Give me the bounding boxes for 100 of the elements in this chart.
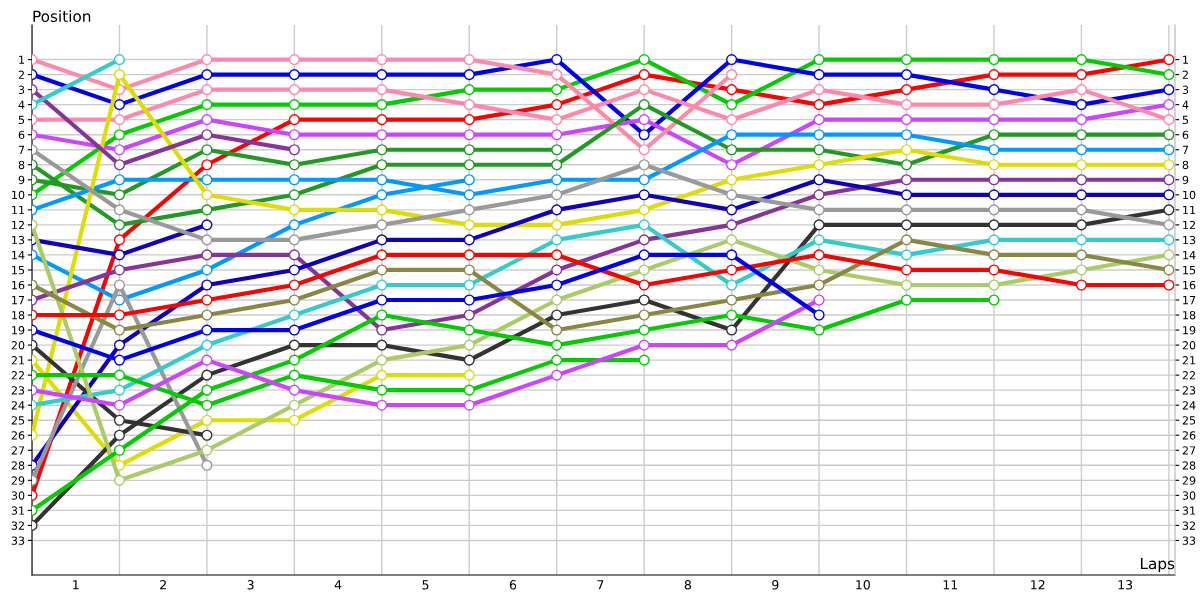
point [113, 279, 126, 291]
point [813, 54, 825, 66]
point [201, 369, 213, 381]
y-tick-label: 9 [18, 175, 25, 185]
point [638, 54, 650, 66]
point [1075, 204, 1087, 216]
point [463, 84, 475, 96]
x-tick-label: 4 [334, 580, 342, 590]
point [551, 129, 563, 141]
y2-tick-label: 17 [1183, 296, 1196, 305]
point [288, 114, 300, 126]
point [463, 264, 475, 276]
point [638, 339, 650, 351]
point [463, 174, 475, 186]
point [726, 204, 738, 216]
point [288, 54, 300, 66]
point [813, 144, 825, 156]
point [638, 174, 650, 186]
point [638, 129, 650, 141]
point [813, 174, 825, 186]
point [463, 339, 475, 351]
y2-tick-label: 10 [1183, 190, 1196, 200]
y2-tick-label: 30 [1182, 491, 1196, 500]
point [463, 114, 475, 126]
point [113, 354, 126, 366]
y-tick-label: 14 [12, 251, 25, 260]
point [813, 219, 825, 231]
point [288, 234, 300, 246]
point [1163, 189, 1175, 201]
y2-tick-label: 22 [1182, 371, 1195, 380]
y2-tick-label: 28 [1182, 461, 1196, 470]
y-tick-label: 16 [12, 280, 25, 290]
point [988, 174, 1000, 186]
point [1075, 279, 1087, 291]
point [813, 249, 825, 261]
point [988, 249, 1000, 261]
point [813, 69, 825, 81]
point [551, 189, 563, 201]
y2-tick-label: 9 [1182, 175, 1189, 185]
point [813, 159, 825, 171]
point [376, 354, 388, 366]
point [900, 204, 913, 216]
y2-tick-label: 27 [1182, 446, 1196, 455]
point [113, 384, 126, 396]
point [463, 369, 475, 381]
y-tick-label: 31 [11, 506, 25, 515]
point [288, 84, 300, 96]
x-tick-label: 1 [73, 580, 79, 590]
point [288, 339, 300, 351]
point [201, 69, 213, 81]
y-tick-label: 21 [11, 356, 25, 365]
point [201, 189, 213, 201]
point [638, 84, 650, 96]
point [726, 54, 738, 66]
point [1075, 144, 1087, 156]
point [551, 324, 563, 336]
point [726, 159, 738, 171]
y2-tick-label: 24 [1182, 401, 1196, 410]
x-tick-label: 13 [1118, 580, 1133, 590]
y-tick-label: 25 [11, 416, 25, 425]
point [726, 114, 738, 126]
point [113, 174, 126, 186]
point [113, 99, 126, 111]
point [201, 309, 213, 321]
point [988, 219, 1000, 231]
point [638, 294, 650, 306]
point [900, 114, 913, 126]
y-tick-label: 19 [12, 326, 25, 335]
x-tick-label: 3 [247, 580, 254, 590]
point [1163, 99, 1175, 111]
y-axis-title: Position [33, 10, 91, 23]
point [201, 99, 213, 111]
point [201, 174, 213, 186]
y-tick-label: 10 [12, 190, 25, 200]
point [113, 264, 126, 276]
point [900, 219, 913, 231]
point [376, 174, 388, 186]
point [551, 369, 563, 381]
point [201, 264, 213, 276]
y-tick-label: 4 [18, 100, 25, 109]
point [201, 54, 213, 66]
point [376, 249, 388, 261]
y2-tick-label: 21 [1182, 356, 1196, 365]
y-tick-label: 6 [18, 130, 25, 140]
point [813, 264, 825, 276]
x-tick-label: 6 [509, 580, 517, 590]
point [726, 264, 738, 276]
point [376, 129, 388, 141]
point [726, 174, 738, 186]
point [463, 54, 475, 66]
x-axis-title: Laps [1140, 557, 1175, 573]
y2-tick-label: 3 [1182, 85, 1189, 94]
point [638, 234, 650, 246]
y2-tick-label: 16 [1183, 280, 1196, 290]
point [376, 159, 388, 171]
point [813, 84, 825, 96]
point [988, 234, 1000, 246]
point [113, 114, 126, 126]
point [113, 249, 126, 261]
point [201, 294, 213, 306]
